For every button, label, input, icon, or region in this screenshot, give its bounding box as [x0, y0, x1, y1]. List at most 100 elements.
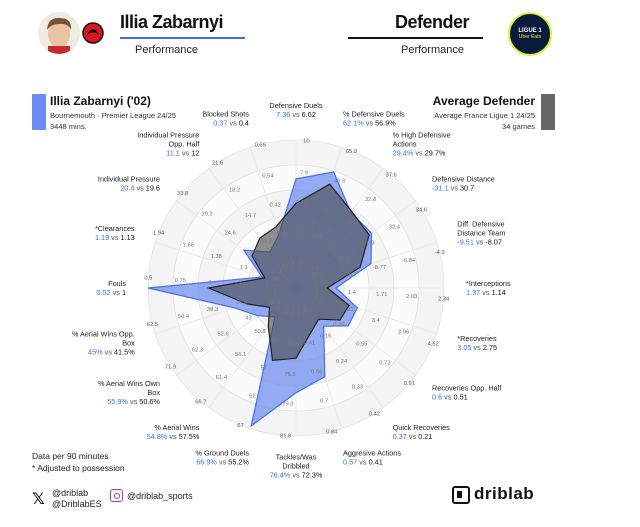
tick-label: 0.91: [404, 381, 415, 387]
axis-label: Dribbled: [282, 462, 309, 471]
axis-label: Individual Pressure: [98, 174, 160, 183]
tick-label: 2.34: [438, 296, 450, 302]
twitter-handle-1[interactable]: @driblab: [52, 488, 89, 498]
vs-text: vs: [103, 348, 114, 357]
tick-label: 0.73: [379, 361, 390, 367]
tick-label: 28.1: [338, 256, 349, 262]
axis-label: % High Defensive: [393, 130, 451, 139]
average-box-line1: Average France Ligue 1 24/25: [434, 111, 535, 120]
tick-label: 25.9: [312, 272, 323, 278]
player-color-box: [32, 94, 46, 130]
tick-label: -4.9: [435, 250, 445, 256]
tick-label: 26.6: [300, 262, 311, 268]
vs-text: vs: [413, 148, 424, 157]
axis-label: *Clearances: [95, 224, 135, 233]
average-value: 0.21: [418, 432, 432, 441]
tick-label: 18.2: [229, 188, 240, 194]
average-value: -8.07: [485, 237, 502, 246]
footnote-per90: Data per 90 minutes: [32, 451, 109, 461]
average-color-box: [541, 94, 555, 130]
player-value: 7.36: [276, 110, 290, 119]
tick-label: 20: [250, 250, 256, 256]
header-underline-player: [120, 37, 245, 39]
player-avatar: [38, 12, 80, 54]
average-value: 56.9%: [375, 119, 396, 128]
vs-text: vs: [407, 432, 418, 441]
tick-label: 49.3: [334, 178, 345, 184]
vs-text: vs: [442, 393, 453, 402]
vs-text: vs: [227, 119, 238, 128]
tick-label: 62.5: [147, 322, 158, 328]
tick-label: 0.7: [320, 399, 328, 405]
axis-value: 0.37 vs 0.21: [393, 432, 433, 441]
axis-label: Actions: [393, 139, 417, 148]
tick-label: 71.9: [165, 364, 176, 370]
twitter-handle-2[interactable]: @DriblabES: [52, 499, 102, 509]
player-value: 76.4%: [270, 471, 291, 480]
tick-label: 34.6: [416, 208, 427, 214]
average-value: 1.14: [492, 288, 506, 297]
tick-label: 14.1: [265, 292, 276, 298]
average-value: 1.13: [121, 233, 135, 242]
instagram-icon: [110, 489, 123, 502]
axis-label: % Ground Duels: [195, 448, 249, 457]
axis-label: *Recoveries: [457, 334, 497, 343]
average-value: 30.7: [460, 183, 474, 192]
vs-text: vs: [290, 110, 301, 119]
player-value: 1.19: [95, 233, 109, 242]
tick-label: 3.96: [398, 329, 409, 335]
axis-value: -9.51 vs -8.07: [457, 237, 502, 246]
instagram-handle[interactable]: @driblab_sports: [127, 491, 193, 501]
tick-label: 1.1: [240, 265, 248, 271]
average-value: 0.51: [454, 393, 468, 402]
average-box-line2: 34 games: [502, 122, 535, 131]
tick-label: 52: [272, 338, 278, 344]
axis-label: Recoveries Opp. Half: [432, 384, 502, 393]
tick-label: 1.71: [376, 292, 387, 298]
axis-value: 76.4% vs 72.3%: [270, 471, 323, 480]
tick-label: 1.66: [183, 243, 194, 249]
axis-label: Blocked Shots: [202, 110, 249, 119]
tick-label: 14.7: [245, 213, 256, 219]
tick-label: 7.9: [300, 170, 308, 176]
axis-value: 0.37 vs 0.4: [213, 119, 249, 128]
axis-label: Tackles/Was: [276, 453, 317, 462]
player-face-icon: [38, 12, 80, 54]
axis-value: 1.19 vs 1.13: [95, 233, 135, 242]
tick-label: 50.8: [254, 329, 265, 335]
average-value: 0.41: [369, 457, 383, 466]
tick-label: 43: [245, 316, 251, 322]
tick-label: 3.71: [294, 230, 305, 236]
player-value: 45%: [88, 348, 103, 357]
tick-label: 7.82: [277, 264, 288, 270]
vs-text: vs: [480, 288, 491, 297]
axis-value: 0.52 vs 1: [96, 288, 126, 297]
series-average-area: [206, 183, 370, 361]
average-value: 55.2%: [228, 457, 249, 466]
axis-value: 0.57 vs 0.41: [343, 457, 383, 466]
tick-label: 15.4: [270, 269, 282, 275]
axis-label: % Aerial Wins Opp.: [72, 330, 135, 339]
average-value: 72.3%: [302, 471, 323, 480]
axis-value: 66.9% vs 55.2%: [196, 457, 249, 466]
vs-text: vs: [290, 471, 301, 480]
tick-label: 30.3: [363, 240, 374, 246]
tick-label: 37.6: [386, 173, 397, 179]
tick-label: 0.65: [255, 142, 266, 148]
axis-label: Box: [122, 339, 135, 348]
player-value: 55.9%: [107, 397, 128, 406]
tick-label: 0.36: [333, 322, 344, 328]
player-value: -31.1: [432, 183, 449, 192]
player-value: 0.37: [393, 432, 407, 441]
tick-label: 1.62: [292, 260, 303, 266]
tick-label: 1.38: [211, 254, 222, 260]
tick-label: 21.6: [212, 160, 223, 166]
tick-label: 0.55: [356, 341, 367, 347]
league-logo-text: LIGUE 1: [518, 28, 542, 34]
tick-label: 0.31: [277, 232, 288, 238]
tick-label: 66.7: [195, 399, 206, 405]
average-value: 29.7%: [425, 148, 446, 157]
player-value: -9.51: [457, 237, 474, 246]
axis-label: Opp. Half: [169, 139, 201, 148]
vs-text: vs: [111, 288, 122, 297]
